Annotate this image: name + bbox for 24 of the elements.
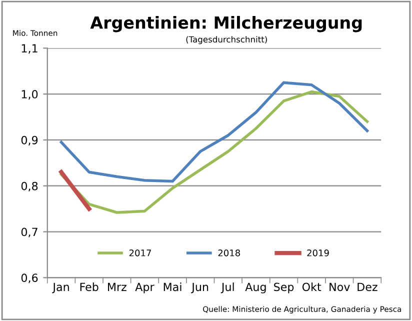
x-tick-label: Sep [274,282,294,294]
y-tick-label: 1,0 [22,90,38,100]
y-tick-label: 0,8 [21,182,38,192]
x-tick-label: Aug [245,282,266,294]
y-tick-label: 0,9 [21,136,38,146]
legend-label: 2017 [129,249,151,256]
x-tick-label: Jun [191,282,208,294]
x-tick-label: Jan [52,282,69,294]
chart-title: Argentinien: Milcherzeugung [90,16,362,32]
x-tick-label: Jul [220,282,234,294]
legend-label: 2018 [218,249,240,256]
x-tick-label: Dez [358,282,378,292]
legend-label: 2019 [307,249,329,256]
line-series [60,81,369,183]
x-tick-label: Apr [135,282,154,294]
x-tick-label: Okt [302,282,322,292]
x-tick-label: Feb [80,282,98,292]
chart-subtitle: (Tagesdurchschnitt) [186,36,267,44]
x-tick-label: Nov [330,282,350,292]
y-tick-label: 0,7 [21,228,38,238]
x-tick-label: Mrz [108,282,126,291]
y-tick-label: 1,1 [22,44,38,54]
y-tick-label: 0,6 [21,274,38,284]
x-tick-label: Mai [164,282,182,292]
